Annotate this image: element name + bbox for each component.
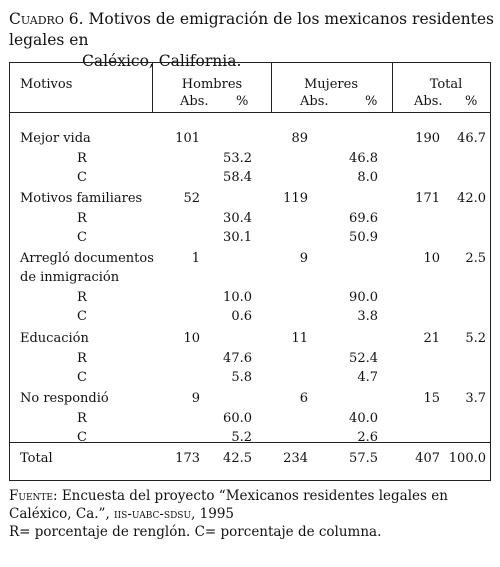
row-label: Motivos familiares: [20, 191, 143, 206]
total-mujeres-abs: 234: [283, 451, 308, 466]
header-rule: [10, 112, 490, 113]
hombres-abs: 10: [183, 331, 200, 346]
c-label: C: [77, 309, 87, 324]
hombres-abs: 9: [191, 391, 200, 406]
mujeres-abs: 119: [283, 191, 308, 206]
total-pct: 2.5: [465, 251, 486, 266]
r-label: R: [77, 411, 87, 426]
total-pct: 3.7: [465, 391, 486, 406]
source-label: Fuente:: [9, 488, 58, 504]
subheader-abs: Abs.: [180, 94, 209, 109]
total-hombres-abs: 173: [175, 451, 200, 466]
header-hombres: Hombres: [181, 77, 243, 92]
hombres-abs: 101: [175, 131, 200, 146]
r-label: R: [77, 351, 87, 366]
subheader-pct: %: [365, 94, 378, 109]
source-text: Caléxico, Ca.”,: [9, 506, 115, 522]
subheader-abs: Abs.: [414, 94, 443, 109]
header-divider: [152, 63, 153, 112]
header-divider: [271, 63, 272, 112]
r-label: R: [77, 211, 87, 226]
row-label: No respondió: [20, 391, 109, 406]
subheader-pct: %: [236, 94, 249, 109]
total-rule: [10, 442, 490, 443]
hombres-row-pct: 10.0: [223, 290, 252, 305]
total-abs: 10: [423, 251, 440, 266]
table-footer: Fuente: Encuesta del proyecto “Mexicanos…: [9, 487, 495, 541]
mujeres-col-pct: 50.9: [349, 230, 378, 245]
row-label: Mejor vida: [20, 131, 91, 146]
c-label: C: [77, 230, 87, 245]
total-abs: 171: [415, 191, 440, 206]
subheader-abs: Abs.: [300, 94, 329, 109]
footnote: R= porcentaje de renglón. C= porcentaje …: [9, 524, 382, 540]
caption-number: Cuadro 6.: [9, 10, 84, 28]
total-pct: 42.0: [457, 191, 486, 206]
caption-title-line1: Motivos de emigración de los mexicanos r…: [9, 10, 494, 49]
header-motivos: Motivos: [20, 77, 73, 92]
total-hombres-pct: 42.5: [223, 451, 252, 466]
total-pct: 5.2: [465, 331, 486, 346]
hombres-row-pct: 60.0: [223, 411, 252, 426]
total-total-abs: 407: [415, 451, 440, 466]
total-abs: 21: [423, 331, 440, 346]
mujeres-col-pct: 3.8: [357, 309, 378, 324]
hombres-row-pct: 30.4: [223, 211, 252, 226]
table-caption: Cuadro 6. Motivos de emigración de los m…: [9, 9, 495, 72]
hombres-col-pct: 0.6: [231, 309, 252, 324]
row-label: de inmigración: [20, 270, 120, 285]
mujeres-abs: 11: [291, 331, 308, 346]
header-total: Total: [429, 77, 463, 92]
hombres-abs: 1: [191, 251, 200, 266]
total-abs: 190: [415, 131, 440, 146]
mujeres-row-pct: 46.8: [349, 151, 378, 166]
hombres-col-pct: 5.8: [231, 370, 252, 385]
c-label: C: [77, 370, 87, 385]
mujeres-abs: 89: [291, 131, 308, 146]
caption-title-line2: Caléxico, California.: [82, 52, 242, 70]
mujeres-col-pct: 4.7: [357, 370, 378, 385]
mujeres-row-pct: 69.6: [349, 211, 378, 226]
hombres-col-pct: 30.1: [223, 230, 252, 245]
mujeres-row-pct: 52.4: [349, 351, 378, 366]
row-label: Arregló documentos: [20, 251, 154, 266]
total-mujeres-pct: 57.5: [349, 451, 378, 466]
r-label: R: [77, 290, 87, 305]
hombres-row-pct: 53.2: [223, 151, 252, 166]
header-mujeres: Mujeres: [304, 77, 358, 92]
mujeres-col-pct: 8.0: [357, 170, 378, 185]
mujeres-col-pct: 2.6: [357, 430, 378, 445]
header-divider: [392, 63, 393, 112]
hombres-col-pct: 58.4: [223, 170, 252, 185]
hombres-col-pct: 5.2: [231, 430, 252, 445]
row-label: Educación: [20, 331, 89, 346]
hombres-abs: 52: [183, 191, 200, 206]
source-year: , 1995: [191, 506, 235, 522]
mujeres-row-pct: 40.0: [349, 411, 378, 426]
hombres-row-pct: 47.6: [223, 351, 252, 366]
mujeres-abs: 6: [299, 391, 308, 406]
source-text: Encuesta del proyecto “Mexicanos residen…: [57, 488, 448, 504]
source-line-2: Caléxico, Ca.”, iis-uabc-sdsu, 1995: [9, 505, 495, 523]
total-abs: 15: [423, 391, 440, 406]
source-line: Fuente: Encuesta del proyecto “Mexicanos…: [9, 487, 495, 505]
c-label: C: [77, 430, 87, 445]
total-label: Total: [20, 451, 53, 466]
mujeres-abs: 9: [299, 251, 308, 266]
total-pct: 46.7: [457, 131, 486, 146]
data-table: Motivos Hombres Mujeres Total Abs. % Abs…: [9, 62, 491, 481]
r-label: R: [77, 151, 87, 166]
subheader-pct: %: [465, 94, 478, 109]
c-label: C: [77, 170, 87, 185]
source-org: iis-uabc-sdsu: [114, 506, 192, 522]
mujeres-row-pct: 90.0: [349, 290, 378, 305]
total-total-pct: 100.0: [448, 451, 486, 466]
